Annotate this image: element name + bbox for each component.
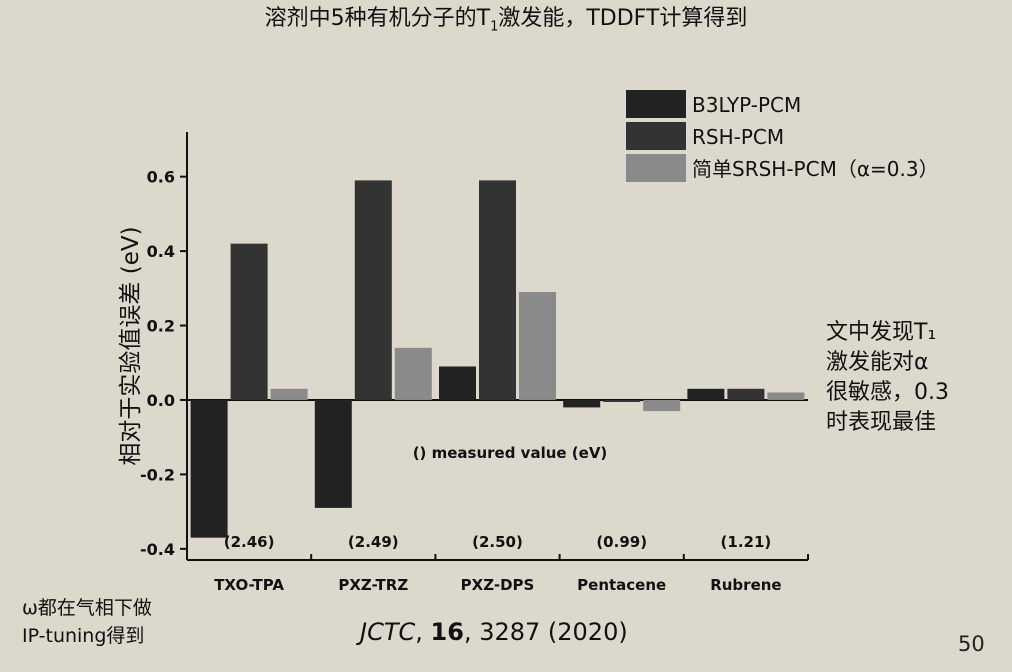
- y-tick-label: 0.0: [147, 391, 175, 410]
- y-tick-label: 0.6: [147, 168, 175, 187]
- note-left-line: ω都在气相下做: [22, 597, 152, 619]
- x-tick-label: Rubrene: [710, 576, 781, 594]
- x-tick-label: TXO-TPA: [214, 576, 284, 594]
- x-tick-label: PXZ-TRZ: [338, 576, 408, 594]
- note-right-line: 时表现最佳: [826, 410, 937, 435]
- note-right: 文中发现T₁ 激发能对α 很敏感，0.3 时表现最佳: [826, 318, 1006, 438]
- slide-title: 溶剂中5种有机分子的T1激发能，TDDFT计算得到: [264, 6, 748, 35]
- y-tick-label: 0.2: [147, 317, 175, 336]
- citation: JCTC, 16, 3287 (2020): [360, 618, 628, 646]
- x-tick-label: Pentacene: [577, 576, 666, 594]
- bar: [563, 399, 601, 408]
- note-right-line: 激发能对α: [826, 350, 929, 375]
- legend-label: B3LYP-PCM: [692, 93, 801, 117]
- bar: [687, 388, 725, 400]
- measured-value-label: (1.21): [721, 533, 772, 551]
- bar: [314, 399, 352, 508]
- page-number: 50: [958, 632, 985, 656]
- legend-swatch: [626, 90, 686, 118]
- note-left: ω都在气相下做 IP-tuning得到: [22, 594, 152, 650]
- bar: [767, 392, 805, 400]
- y-tick-label: -0.4: [140, 540, 175, 559]
- measured-value-label: (2.50): [472, 533, 523, 551]
- citation-journal: JCTC: [360, 618, 416, 646]
- bar: [270, 388, 308, 400]
- citation-rest: , 3287 (2020): [463, 618, 628, 646]
- y-tick-label: -0.2: [140, 465, 175, 484]
- measured-value-label: (2.49): [348, 533, 399, 551]
- chart-annotation: () measured value (eV): [413, 444, 608, 462]
- y-axis-label: 相对于实验值误差 (eV): [118, 226, 144, 465]
- measured-value-label: (0.99): [596, 533, 647, 551]
- legend-swatch: [626, 122, 686, 150]
- citation-volume: 16: [430, 618, 464, 646]
- y-tick-label: 0.4: [147, 242, 175, 261]
- bar: [354, 180, 392, 400]
- note-right-line: 很敏感，0.3: [826, 380, 949, 405]
- measured-value-label: (2.46): [224, 533, 275, 551]
- bar: [519, 292, 556, 400]
- bar: [727, 388, 765, 400]
- bar: [439, 366, 476, 400]
- note-left-line: IP-tuning得到: [22, 625, 145, 647]
- legend-swatch: [626, 154, 686, 182]
- bar: [190, 399, 228, 538]
- legend-label: 简单SRSH-PCM（α=0.3）: [692, 157, 939, 181]
- bar: [603, 399, 641, 402]
- bar: [643, 399, 681, 412]
- bar: [479, 180, 516, 400]
- bar: [394, 347, 432, 400]
- bar: [230, 243, 268, 400]
- note-right-line: 文中发现T₁: [826, 320, 937, 345]
- x-tick-label: PXZ-DPS: [461, 576, 535, 594]
- legend-label: RSH-PCM: [692, 125, 784, 149]
